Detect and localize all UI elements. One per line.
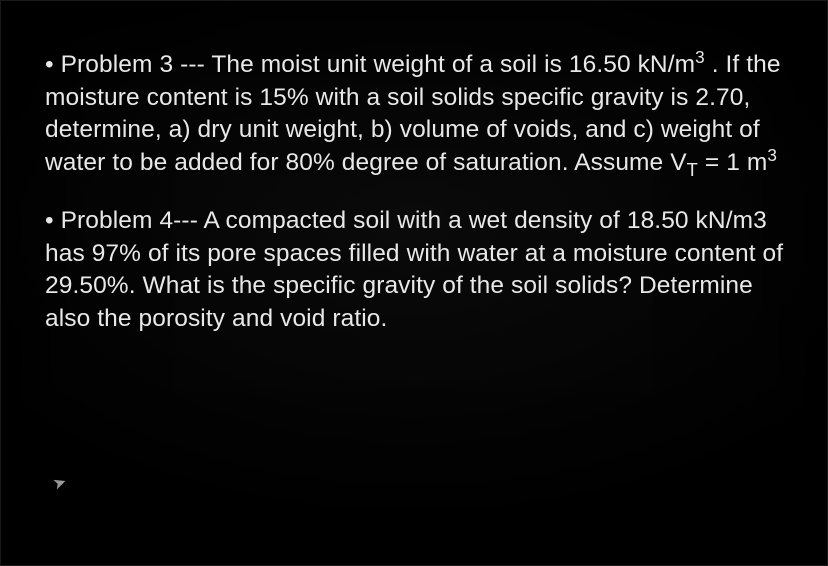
problem-4-label: Problem 4--- <box>61 207 198 234</box>
bullet-icon: • <box>45 51 54 78</box>
mouse-cursor-icon: ➤ <box>50 471 69 494</box>
slide-content: • Problem 3 --- The moist unit weight of… <box>45 49 787 336</box>
slide-screen: • Problem 3 --- The moist unit weight of… <box>0 0 828 566</box>
superscript: 3 <box>695 47 705 67</box>
bullet-icon: • <box>45 207 54 234</box>
problem-3-text-a: The moist unit weight of a soil is 16.50… <box>205 51 695 78</box>
problem-3: • Problem 3 --- The moist unit weight of… <box>45 49 787 179</box>
problem-3-text-c: = 1 m <box>698 149 767 176</box>
problem-3-label: Problem 3 --- <box>61 51 205 78</box>
superscript: 3 <box>767 145 777 165</box>
problem-4: • Problem 4--- A compacted soil with a w… <box>45 205 787 335</box>
subscript: T <box>687 159 698 180</box>
